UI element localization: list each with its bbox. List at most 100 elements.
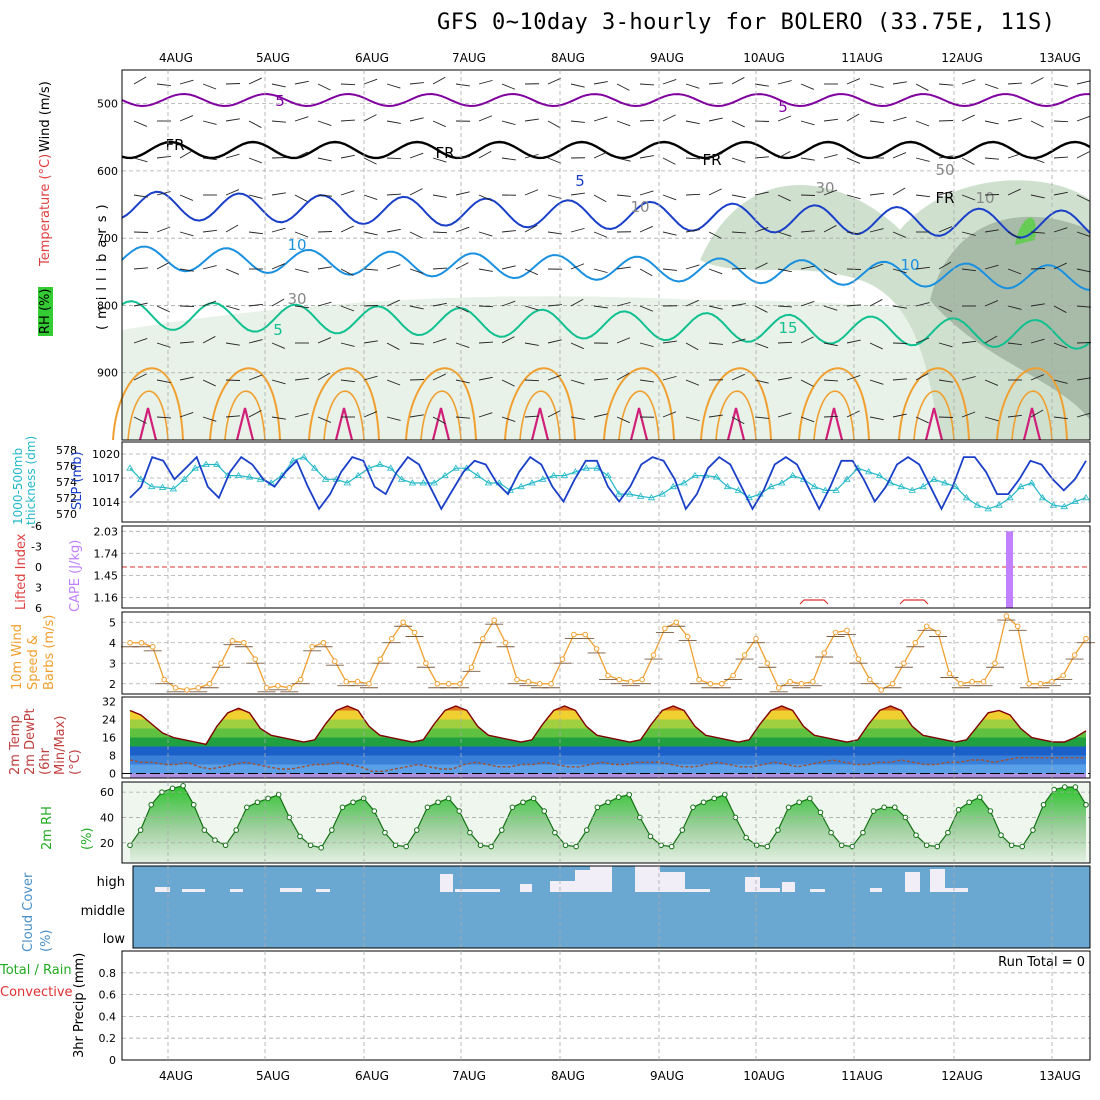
surface-contour-orange <box>898 367 970 441</box>
wind-barb <box>869 299 883 307</box>
wind-barb <box>524 118 539 122</box>
wind-barb <box>340 83 356 86</box>
slp-thickness-panel: 1020 1017 1014 578 576 574 572 570 <box>56 444 1090 521</box>
cape-tick-label: 1.16 <box>94 591 119 604</box>
wind-barb <box>846 157 861 164</box>
wind-barb <box>1053 120 1069 123</box>
surface-contour-inner <box>519 390 561 441</box>
wind-barb <box>202 265 217 270</box>
wind-speed-point <box>605 672 611 679</box>
surface-contour-magenta <box>726 407 746 441</box>
wind-barb <box>1007 117 1022 122</box>
wind-speed-point <box>1014 623 1021 630</box>
wind-barb <box>616 83 630 91</box>
wind-speed-point <box>388 635 395 642</box>
wind-barb <box>639 155 654 159</box>
wind-barb <box>432 338 447 344</box>
wind-speed-point <box>866 676 873 683</box>
wind-barb <box>823 342 838 347</box>
wind-barb <box>984 83 999 89</box>
wind-barb <box>363 268 378 271</box>
wind-barb <box>133 267 148 270</box>
rh-point <box>923 842 930 849</box>
wind-barb <box>179 231 194 237</box>
wind-barb <box>501 336 515 344</box>
rh-point <box>605 799 611 806</box>
wind-barb <box>731 338 746 344</box>
rh-point <box>785 804 792 811</box>
wind-barb <box>685 120 700 125</box>
wind-barb <box>317 416 332 423</box>
rh-point <box>541 808 548 814</box>
cape-tick-label: 2.03 <box>94 525 119 538</box>
lifted-index-tick-label: 0 <box>35 561 42 574</box>
wind-tick-label: 4 <box>109 637 116 650</box>
wind-speed-line <box>130 614 1087 691</box>
wind-barb <box>1030 231 1045 234</box>
wind-barb <box>501 120 516 126</box>
wind-barb <box>432 302 447 307</box>
wind-barb <box>570 227 585 233</box>
wind-speed-point <box>434 680 441 687</box>
date-label-bottom: 9AUG <box>650 1069 684 1083</box>
wind-barb <box>892 378 907 381</box>
wind-barb <box>846 375 861 381</box>
wind-barb <box>248 120 262 128</box>
wind-barb <box>846 304 861 307</box>
wind-barb <box>317 83 331 91</box>
cape-tick-label: 1.74 <box>94 547 119 560</box>
wind-barb <box>1053 262 1067 270</box>
rh-point <box>382 829 388 836</box>
date-label-bottom: 5AUG <box>256 1069 290 1083</box>
pressure-tick-label: 600 <box>97 165 118 178</box>
lifted-index-tick-label: 3 <box>35 582 42 595</box>
wind-speed-point <box>673 619 680 626</box>
rh-point <box>626 791 633 798</box>
wind-barb <box>892 81 907 85</box>
wind-barb <box>386 416 401 421</box>
pressure-tick-label: 700 <box>97 232 118 245</box>
wind-barb <box>639 268 653 277</box>
rh-point <box>849 843 856 850</box>
wind-barb <box>754 342 769 349</box>
contour-label: FR <box>702 151 721 169</box>
wind-barb <box>639 305 654 312</box>
temperature-tick-label: 8 <box>109 750 116 763</box>
wind-barb <box>915 83 929 91</box>
wind-speed-point <box>263 685 270 691</box>
wind-barb <box>892 116 907 122</box>
wind-speed-point <box>161 676 167 683</box>
cloud-cover-bar <box>155 887 170 892</box>
wind-barb <box>248 77 262 85</box>
wind-speed-point <box>741 652 748 658</box>
date-label-bottom: 13AUG <box>1039 1069 1081 1083</box>
rh-point <box>966 799 972 806</box>
wind-barb <box>593 194 607 203</box>
wind-barb <box>202 336 216 344</box>
wind-barb <box>386 157 402 160</box>
wind-barb <box>478 231 493 237</box>
wind-speed-point <box>582 631 589 638</box>
wind-barb <box>662 79 677 85</box>
wind-barb <box>547 194 562 200</box>
wind-barb <box>1007 268 1022 275</box>
wind-barb <box>915 337 930 344</box>
wind-barb <box>593 231 608 238</box>
wind-barb <box>685 229 700 233</box>
thickness-point <box>137 475 145 482</box>
wind-barb <box>984 300 999 307</box>
cloud-level-label: low <box>103 932 126 947</box>
rh-point <box>1040 801 1047 808</box>
wind-barb <box>271 227 286 233</box>
wind-barb <box>593 268 608 274</box>
wind-barb <box>823 268 837 276</box>
wind-barb <box>179 79 194 85</box>
wind-barb <box>823 154 838 159</box>
wind-speed-point <box>878 687 884 693</box>
pressure-tick-label: 900 <box>97 367 118 380</box>
cape-bar <box>1006 531 1013 608</box>
panel-frame-li <box>121 525 1091 609</box>
rh-point <box>976 794 983 800</box>
wind-speed-point <box>252 656 258 662</box>
date-label-top: 4AUG <box>159 51 193 65</box>
